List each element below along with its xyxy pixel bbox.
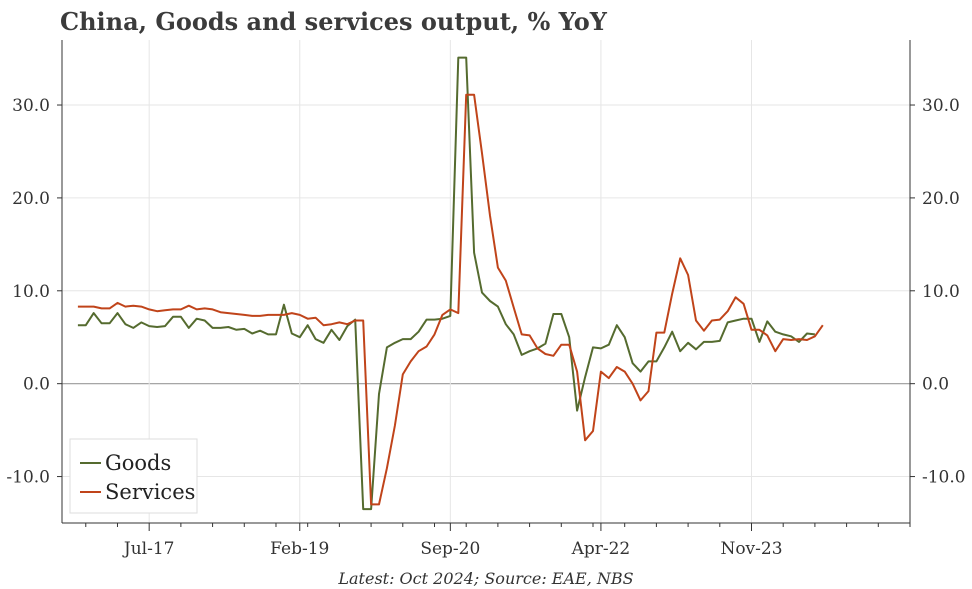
x-tick-label: Feb-19 [270, 539, 329, 559]
axes [57, 40, 915, 531]
x-tick-label: Apr-22 [571, 539, 631, 559]
legend-box [69, 438, 198, 514]
y-tick-label-left: -10.0 [6, 468, 50, 488]
y-tick-label-left: 30.0 [12, 96, 50, 116]
y-tick-label-left: 0.0 [23, 375, 50, 395]
tick-labels: -10.0 -10.0 0.0 0.0 10.0 10.0 20.0 20.0 30.0 30.0… [6, 96, 965, 559]
series-line-goods [77, 56, 816, 511]
series-lines [77, 56, 824, 511]
series-line-services [77, 93, 824, 506]
chart-title: China, Goods and services output, % YoY [60, 7, 608, 36]
legend-label-services: Services [105, 480, 195, 504]
y-tick-label-right: -10.0 [922, 468, 966, 488]
y-tick-label-right: 30.0 [922, 96, 960, 116]
legend-label-goods: Goods [105, 451, 171, 475]
chart-caption: Latest: Oct 2024; Source: EAE, NBS [337, 569, 633, 588]
x-tick-label: Jul-17 [122, 539, 175, 559]
x-tick-label: Sep-20 [420, 539, 480, 559]
y-tick-label-right: 0.0 [922, 375, 949, 395]
y-tick-label-right: 20.0 [922, 189, 960, 209]
grid [62, 40, 910, 523]
y-tick-label-left: 20.0 [12, 189, 50, 209]
y-tick-label-right: 10.0 [922, 282, 960, 302]
y-tick-label-left: 10.0 [12, 282, 50, 302]
legend: Goods Services [69, 438, 198, 514]
x-tick-label: Nov-23 [720, 539, 782, 559]
